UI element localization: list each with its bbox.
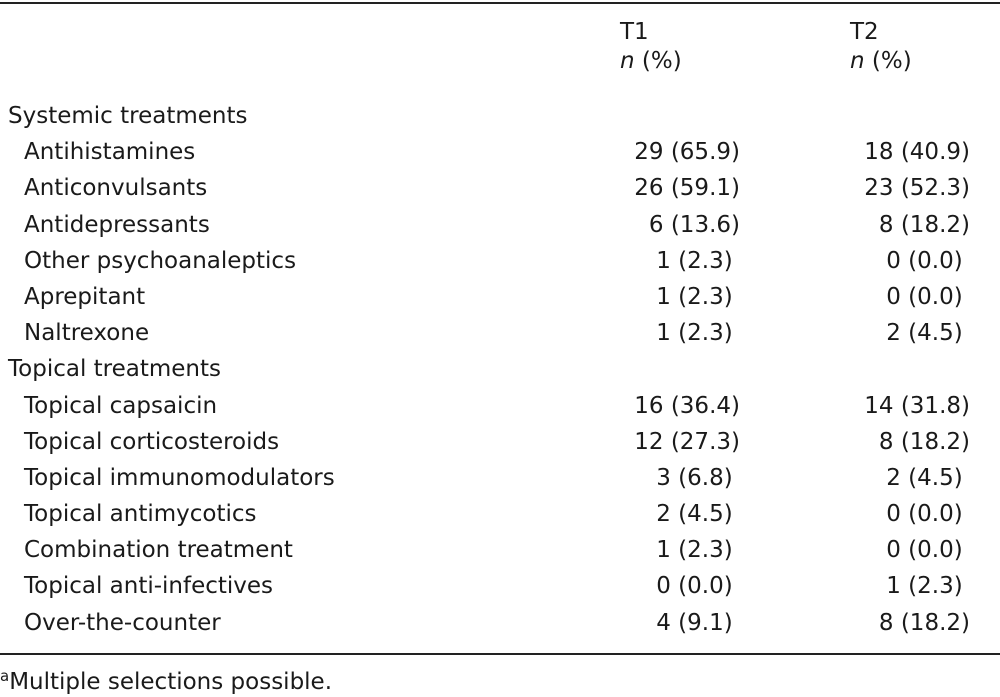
table-row: Aprepitant 1 (2.3) 0 (0.0) [0, 279, 1000, 315]
row-label: Combination treatment [24, 537, 293, 564]
cell-t1: 26 (59.1) [634, 175, 740, 202]
table-row: Anticonvulsants 26 (59.1) 23 (52.3) [0, 170, 1000, 206]
row-label: Aprepitant [24, 283, 146, 310]
cell-t2: 23 (52.3) [864, 175, 970, 202]
table-header: T1 n (%) T2 n (%) [0, 18, 1000, 98]
column-label-t2: T2 [850, 19, 879, 45]
cell-t1: 2 (4.5) [656, 501, 740, 528]
cell-t2: 0 (0.0) [886, 247, 970, 274]
table-top-rule [0, 2, 1000, 4]
row-label: Topical immunomodulators [24, 464, 335, 491]
section-title: Systemic treatments [8, 103, 248, 129]
cell-t2: 2 (4.5) [886, 464, 970, 491]
cell-t1: 1 (2.3) [656, 537, 740, 564]
section-row: Topical treatments [0, 351, 1000, 387]
table-footnote: aMultiple selections possible. [0, 661, 332, 697]
row-label: Over-the-counter [24, 609, 221, 636]
cell-t2: 2 (4.5) [886, 320, 970, 347]
row-label: Topical corticosteroids [24, 428, 280, 455]
cell-t1: 12 (27.3) [634, 428, 740, 455]
row-label: Antidepressants [24, 211, 210, 238]
cell-t2: 0 (0.0) [886, 283, 970, 310]
cell-t1: 16 (36.4) [634, 392, 740, 419]
row-label: Naltrexone [24, 320, 150, 347]
column-unit-t1: n (%) [620, 48, 682, 74]
table-row: Combination treatment 1 (2.3) 0 (0.0) [0, 532, 1000, 568]
cell-t2: 18 (40.9) [864, 139, 970, 166]
section-title: Topical treatments [8, 356, 222, 383]
table-bottom-rule [0, 653, 1000, 655]
cell-t2: 0 (0.0) [886, 537, 970, 564]
row-label: Antihistamines [24, 139, 196, 166]
section-row: Systemic treatments [0, 98, 1000, 134]
table-row: Over-the-counter 4 (9.1) 8 (18.2) [0, 605, 1000, 641]
row-label: Anticonvulsants [24, 175, 208, 202]
row-label: Topical antimycotics [24, 501, 257, 528]
cell-t1: 29 (65.9) [634, 139, 740, 166]
column-header-t2: T2 n (%) [850, 18, 912, 76]
cell-t2: 8 (18.2) [878, 428, 970, 455]
table-row: Topical antimycotics 2 (4.5) 0 (0.0) [0, 496, 1000, 532]
table-row: Antidepressants 6 (13.6) 8 (18.2) [0, 207, 1000, 243]
cell-t2: 1 (2.3) [886, 573, 970, 600]
column-header-t1: T1 n (%) [620, 18, 682, 76]
cell-t1: 6 (13.6) [648, 211, 740, 238]
column-unit-t2: n (%) [850, 48, 912, 74]
cell-t1: 1 (2.3) [656, 247, 740, 274]
table-row: Topical immunomodulators 3 (6.8) 2 (4.5) [0, 460, 1000, 496]
cell-t2: 8 (18.2) [878, 211, 970, 238]
footnote-mark: a [0, 667, 10, 685]
cell-t2: 8 (18.2) [878, 609, 970, 636]
column-label-t1: T1 [620, 19, 649, 45]
cell-t1: 1 (2.3) [656, 320, 740, 347]
footnote-text: Multiple selections possible. [9, 669, 333, 695]
table-row: Topical corticosteroids 12 (27.3) 8 (18.2) [0, 424, 1000, 460]
table-row: Antihistamines 29 (65.9) 18 (40.9) [0, 134, 1000, 170]
row-label: Topical capsaicin [24, 392, 218, 419]
cell-t2: 0 (0.0) [886, 501, 970, 528]
cell-t1: 1 (2.3) [656, 283, 740, 310]
row-label: Other psychoanaleptics [24, 247, 297, 274]
table-row: Other psychoanaleptics 1 (2.3) 0 (0.0) [0, 243, 1000, 279]
table-row: Topical capsaicin 16 (36.4) 14 (31.8) [0, 388, 1000, 424]
table-row: Naltrexone 1 (2.3) 2 (4.5) [0, 315, 1000, 351]
cell-t2: 14 (31.8) [864, 392, 970, 419]
cell-t1: 4 (9.1) [656, 609, 740, 636]
cell-t1: 0 (0.0) [656, 573, 740, 600]
table-row: Topical anti-infectives 0 (0.0) 1 (2.3) [0, 568, 1000, 604]
row-label: Topical anti-infectives [24, 573, 274, 600]
table-body: Systemic treatments Antihistamines 29 (65.… [0, 98, 1000, 641]
cell-t1: 3 (6.8) [656, 464, 740, 491]
